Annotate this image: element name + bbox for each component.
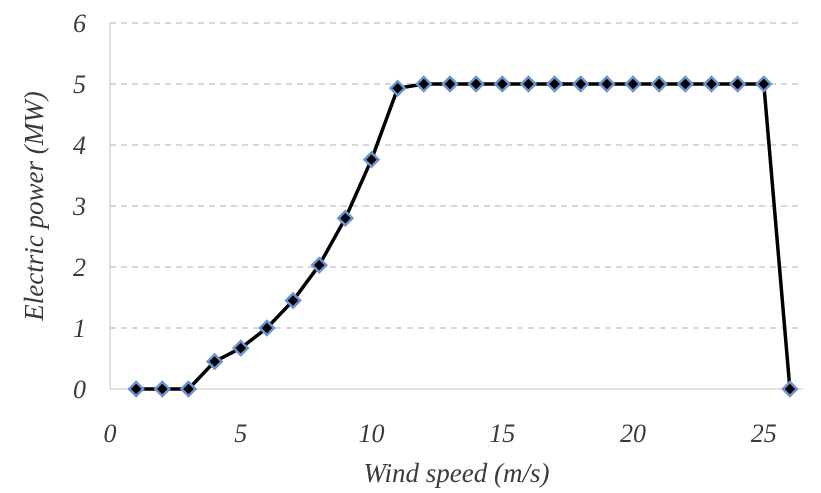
y-tick-label-2: 2	[73, 253, 86, 282]
y-tick-label-1: 1	[73, 314, 86, 343]
data-point	[284, 291, 302, 310]
data-point	[571, 75, 590, 93]
data-point	[493, 75, 512, 93]
data-point	[441, 75, 459, 93]
x-tick-label-0: 0	[104, 419, 117, 448]
y-tick-label-4: 4	[73, 131, 86, 160]
data-point	[127, 380, 145, 398]
data-point	[231, 339, 250, 357]
x-tick-label-10: 10	[359, 419, 385, 448]
y-axis-title: Electric power (MW)	[19, 91, 49, 321]
y-tick-label-6: 6	[73, 9, 86, 38]
x-axis-title: Wind speed (m/s)	[364, 458, 550, 488]
y-tick-label-5: 5	[73, 70, 86, 99]
x-tick-label-5: 5	[234, 419, 247, 448]
gridlines	[110, 22, 803, 329]
y-tick-label-0: 0	[73, 375, 86, 404]
data-point	[702, 75, 721, 93]
axes	[109, 23, 803, 390]
series-line	[134, 82, 792, 391]
x-tick-label-25: 25	[751, 419, 777, 448]
x-tick-label-15: 15	[489, 419, 515, 448]
data-point	[153, 380, 172, 398]
data-point	[598, 75, 616, 93]
series-line-group	[134, 82, 792, 391]
data-point	[205, 352, 224, 371]
x-tick-labels: 0 5 10 15 20 25	[104, 419, 777, 448]
data-point	[676, 75, 695, 93]
data-point	[755, 75, 773, 93]
data-point	[545, 75, 564, 93]
y-tick-label-3: 3	[72, 192, 86, 221]
data-point	[388, 79, 407, 98]
data-point	[624, 75, 642, 93]
data-point	[467, 75, 485, 93]
data-point	[362, 150, 381, 169]
data-point	[650, 75, 668, 93]
x-tick-label-20: 20	[620, 419, 646, 448]
data-point	[258, 319, 276, 337]
y-tick-labels: 0 1 2 3 4 5 6	[72, 9, 86, 404]
data-point	[728, 75, 747, 93]
data-point	[310, 256, 328, 274]
data-markers	[127, 75, 799, 398]
data-point	[415, 75, 433, 93]
data-point	[336, 209, 355, 227]
data-point	[179, 380, 198, 398]
data-point	[519, 75, 538, 93]
data-point	[781, 380, 799, 398]
